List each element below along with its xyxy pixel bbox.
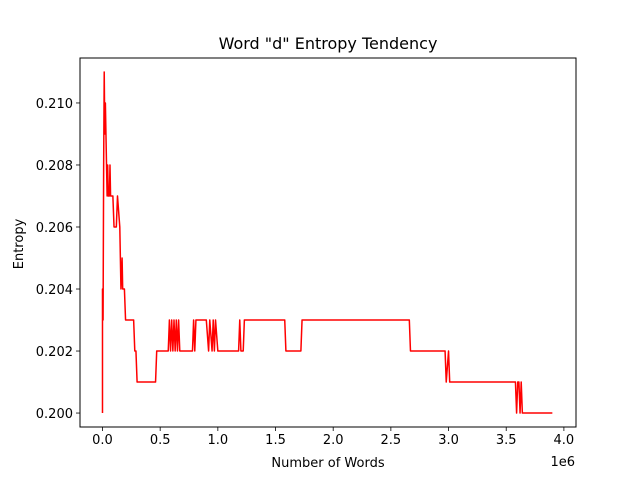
y-tick-label: 0.208	[36, 159, 73, 174]
x-tick-label: 2.0	[323, 433, 344, 448]
series-line-0	[101, 71, 553, 414]
y-tick-label: 0.200	[36, 407, 73, 422]
x-axis-offset-label: 1e6	[550, 455, 575, 470]
x-tick-label: 0.5	[150, 433, 171, 448]
y-tick-label: 0.206	[36, 221, 73, 236]
y-tick-label: 0.202	[36, 345, 73, 360]
plot-layer	[101, 71, 553, 414]
y-axis-label: Entropy	[12, 218, 27, 269]
x-axis-label: Number of Words	[271, 456, 384, 471]
x-tick-label: 3.0	[438, 433, 459, 448]
axis-layer: 0.0 0.5 1.0 1.5 2.0 2.5 3.0 3.5 4.0 0.200 0.202 0.2…	[36, 97, 574, 448]
x-tick-label: 3.5	[496, 433, 517, 448]
y-tick-label: 0.204	[36, 283, 73, 298]
x-tick-label: 1.0	[207, 433, 228, 448]
plot-frame	[79, 57, 577, 428]
x-tick-label: 2.5	[381, 433, 402, 448]
x-tick-label: 1.5	[265, 433, 286, 448]
y-tick-label: 0.210	[36, 97, 73, 112]
x-tick-label: 0.0	[92, 433, 113, 448]
x-tick-label: 4.0	[554, 433, 575, 448]
chart-title: Word "d" Entropy Tendency	[219, 34, 438, 53]
